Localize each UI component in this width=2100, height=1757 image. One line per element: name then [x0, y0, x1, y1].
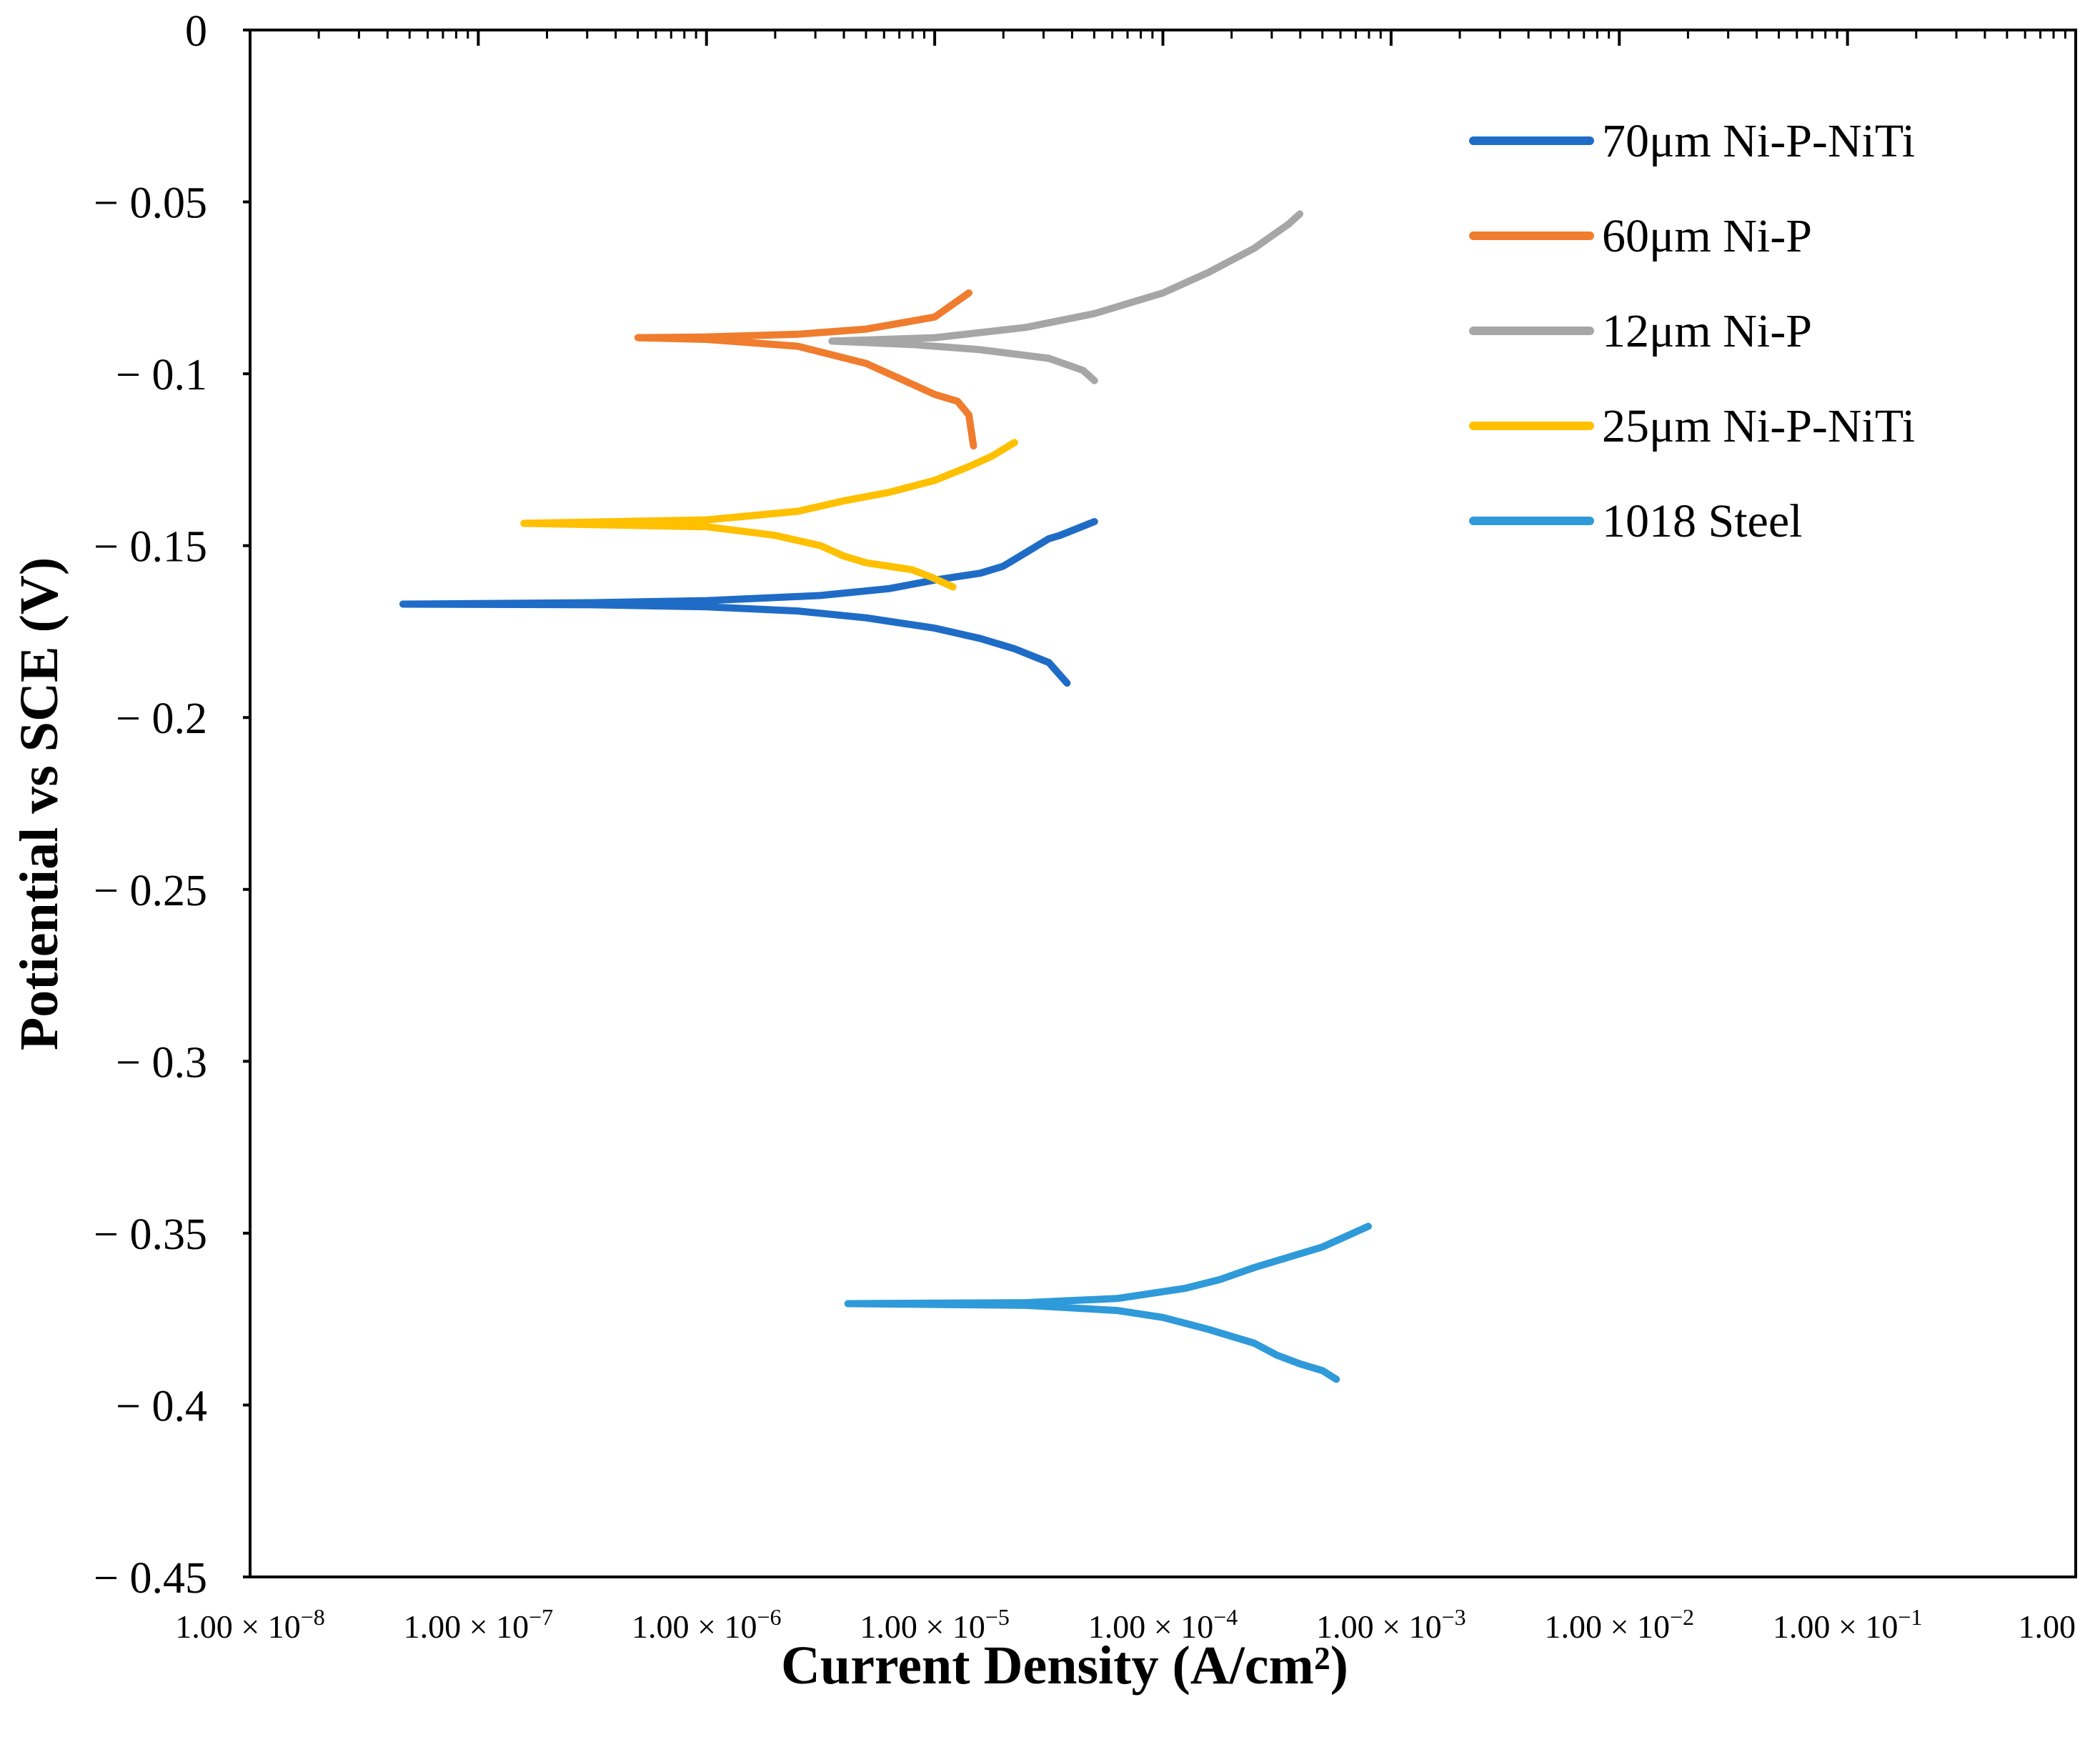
- x-tick-base: 1.00 × 10: [632, 1608, 757, 1645]
- series-line-anodic: [828, 210, 1304, 345]
- x-tick-exponent: −5: [985, 1604, 1010, 1630]
- x-tick-label: 1.00 × 10−2: [1545, 1604, 1695, 1645]
- y-tick-label: − 0.25: [94, 867, 207, 915]
- series-line-anodic: [634, 289, 972, 342]
- y-tick-label: − 0.2: [116, 695, 207, 743]
- legend-label: 12μm Ni-P: [1602, 305, 1812, 357]
- x-tick-label: 1.00 × 10−7: [404, 1604, 554, 1645]
- y-tick-label: − 0.3: [116, 1038, 207, 1087]
- y-tick-label: − 0.15: [94, 523, 207, 572]
- series-line-cathodic: [828, 337, 1098, 384]
- legend-label: 25μm Ni-P-NiTi: [1602, 400, 1915, 452]
- legend: 70μm Ni-P-NiTi 60μm Ni-P 12μm Ni-P 25μm Ni-…: [1469, 115, 1915, 547]
- series-line-cathodic: [634, 334, 977, 450]
- y-tick-labels: 0 − 0.05 − 0.1 − 0.15 − 0.2 − 0.25 − 0.3 − 0.35…: [94, 7, 207, 1603]
- x-tick-label: 1.00 × 10−6: [632, 1604, 782, 1645]
- y-tick-label: − 0.35: [94, 1210, 207, 1259]
- x-tick-label: 1.00 × 10−4: [1088, 1604, 1238, 1645]
- series-1018-steel: [844, 1223, 1372, 1383]
- y-major-ticks: [243, 29, 250, 1578]
- x-tick-base: 1.00 × 10: [1773, 1608, 1898, 1645]
- series-line-cathodic: [520, 519, 957, 591]
- x-tick-labels: 1.00 × 10−8 1.00 × 10−7 1.00 × 10−6 1.00 × …: [175, 1604, 2076, 1645]
- series-70-m-ni-p-niti: [399, 518, 1098, 687]
- x-tick-label: 1.00: [2019, 1608, 2076, 1645]
- y-axis-title: Potiential vs SCE (V): [9, 557, 69, 1050]
- x-tick-base: 1.00 × 10: [1088, 1608, 1213, 1645]
- x-tick-exponent: −4: [1213, 1604, 1238, 1630]
- legend-label: 70μm Ni-P-NiTi: [1602, 115, 1915, 167]
- y-tick-label: − 0.05: [94, 179, 207, 228]
- x-tick-label: 1.00 × 10−5: [860, 1604, 1010, 1645]
- series-60-m-ni-p: [634, 289, 977, 450]
- x-tick-label: 1.00 × 10−3: [1316, 1604, 1466, 1645]
- x-tick-exponent: −7: [529, 1604, 553, 1630]
- x-tick-base: 1.00 × 10: [860, 1608, 985, 1645]
- x-tick-label: 1.00 × 10−8: [175, 1604, 325, 1645]
- series-line-cathodic: [844, 1300, 1340, 1383]
- x-tick-base: 1.00 × 10: [175, 1608, 300, 1645]
- x-tick-base: 1.00 × 10: [1316, 1608, 1441, 1645]
- x-tick-base: 1.00 × 10: [404, 1608, 529, 1645]
- x-axis-title: Current Density (A/cm²): [781, 1636, 1348, 1696]
- series-line-anodic: [399, 518, 1098, 608]
- series-25-m-ni-p-niti: [520, 439, 1018, 591]
- y-tick-label: 0: [185, 7, 207, 56]
- x-minor-ticks: [317, 30, 2066, 39]
- x-tick-base: 1.00: [2019, 1608, 2076, 1645]
- legend-label: 1018 Steel: [1602, 495, 1802, 547]
- series-12-m-ni-p: [828, 210, 1304, 384]
- legend-label: 60μm Ni-P: [1602, 210, 1812, 262]
- series-line-anodic: [520, 439, 1018, 527]
- x-major-ticks: [249, 30, 2077, 46]
- x-tick-label: 1.00 × 10−1: [1773, 1604, 1923, 1645]
- y-tick-label: − 0.4: [116, 1382, 207, 1430]
- x-tick-base: 1.00 × 10: [1545, 1608, 1670, 1645]
- y-tick-label: − 0.1: [116, 351, 207, 399]
- x-tick-exponent: −3: [1442, 1604, 1466, 1630]
- x-tick-exponent: −6: [757, 1604, 781, 1630]
- y-tick-label: − 0.45: [94, 1554, 207, 1603]
- series-line-cathodic: [399, 600, 1071, 687]
- x-tick-exponent: −1: [1898, 1604, 1922, 1630]
- x-tick-exponent: −8: [301, 1604, 325, 1630]
- series-group: [399, 210, 1372, 1383]
- series-line-anodic: [844, 1223, 1372, 1308]
- x-tick-exponent: −2: [1670, 1604, 1694, 1630]
